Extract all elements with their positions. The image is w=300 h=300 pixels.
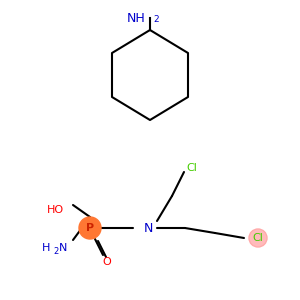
Text: NH: NH bbox=[127, 11, 146, 25]
Circle shape bbox=[249, 229, 267, 247]
Text: Cl: Cl bbox=[253, 233, 263, 243]
Text: Cl: Cl bbox=[187, 163, 197, 173]
Text: P: P bbox=[86, 223, 94, 233]
Text: H: H bbox=[42, 243, 50, 253]
Text: N: N bbox=[143, 221, 153, 235]
Text: 2: 2 bbox=[53, 247, 58, 256]
Circle shape bbox=[79, 217, 101, 239]
Text: HO: HO bbox=[46, 205, 64, 215]
Text: 2: 2 bbox=[153, 16, 159, 25]
Text: O: O bbox=[103, 257, 111, 267]
Text: N: N bbox=[59, 243, 68, 253]
